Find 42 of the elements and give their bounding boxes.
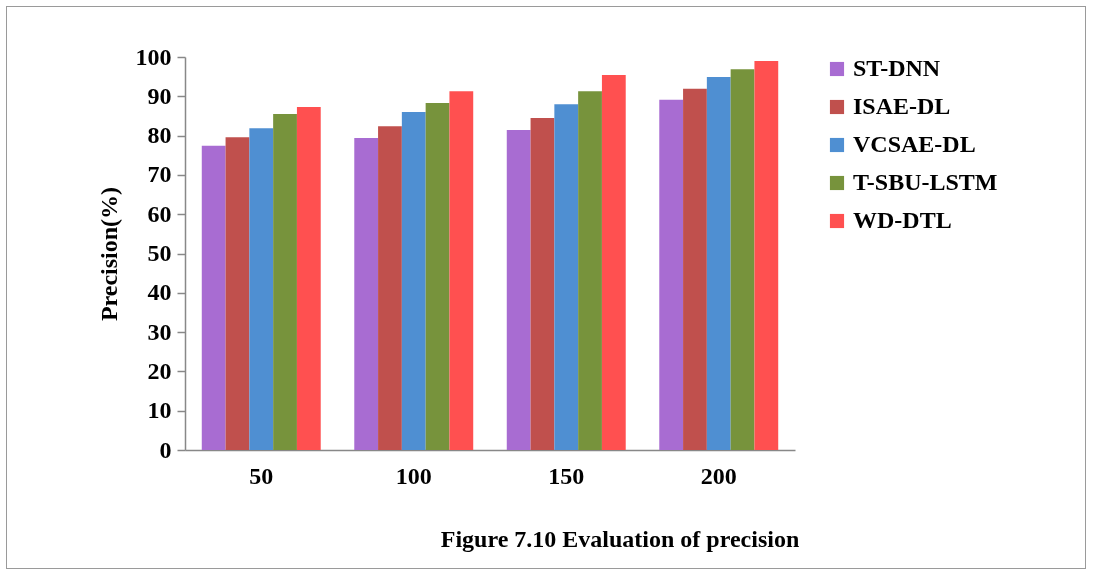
y-tick-label: 100: [135, 43, 172, 70]
bar: [449, 91, 474, 450]
bar: [425, 102, 450, 450]
y-tick-label: 40: [147, 279, 172, 306]
x-tick-label: 50: [249, 462, 274, 489]
y-tick-label: 90: [147, 82, 172, 109]
bar: [506, 130, 531, 450]
bar: [530, 117, 555, 450]
bar: [554, 104, 579, 450]
bar: [730, 69, 755, 450]
y-tick-label: 60: [147, 200, 172, 227]
bar: [249, 128, 274, 450]
bar: [578, 91, 602, 450]
bar: [706, 77, 731, 450]
bar: [225, 137, 250, 450]
bar: [601, 75, 626, 450]
legend-label: ST-DNN: [853, 55, 941, 81]
bar: [683, 88, 707, 450]
x-tick-label: 200: [700, 462, 737, 489]
legend-label: WD-DTL: [853, 207, 952, 233]
y-axis-title: Precision(%): [95, 186, 122, 322]
y-tick-label: 70: [147, 161, 172, 188]
y-tick-label: 30: [147, 318, 172, 345]
bar: [659, 99, 684, 450]
y-tick-label: 50: [147, 240, 172, 266]
y-tick-label: 0: [159, 436, 172, 463]
text: Figure 7.10 Evaluation of precision: [440, 526, 800, 552]
legend-label: ISAE-DL: [853, 93, 951, 119]
x-tick-label: 150: [548, 462, 585, 489]
bar: [378, 126, 402, 450]
legend-label: T-SBU-LSTM: [853, 169, 998, 195]
bar: [354, 137, 379, 450]
bar: [401, 112, 426, 450]
bar: [273, 113, 297, 450]
x-tick-label: 100: [395, 462, 432, 489]
bar: [754, 60, 779, 450]
y-tick-label: 10: [147, 397, 172, 424]
legend-label: VCSAE-DL: [853, 131, 976, 157]
bar: [296, 106, 321, 450]
y-tick-label: 80: [147, 122, 172, 149]
y-tick-label: 20: [147, 357, 172, 384]
bar: [201, 145, 226, 450]
